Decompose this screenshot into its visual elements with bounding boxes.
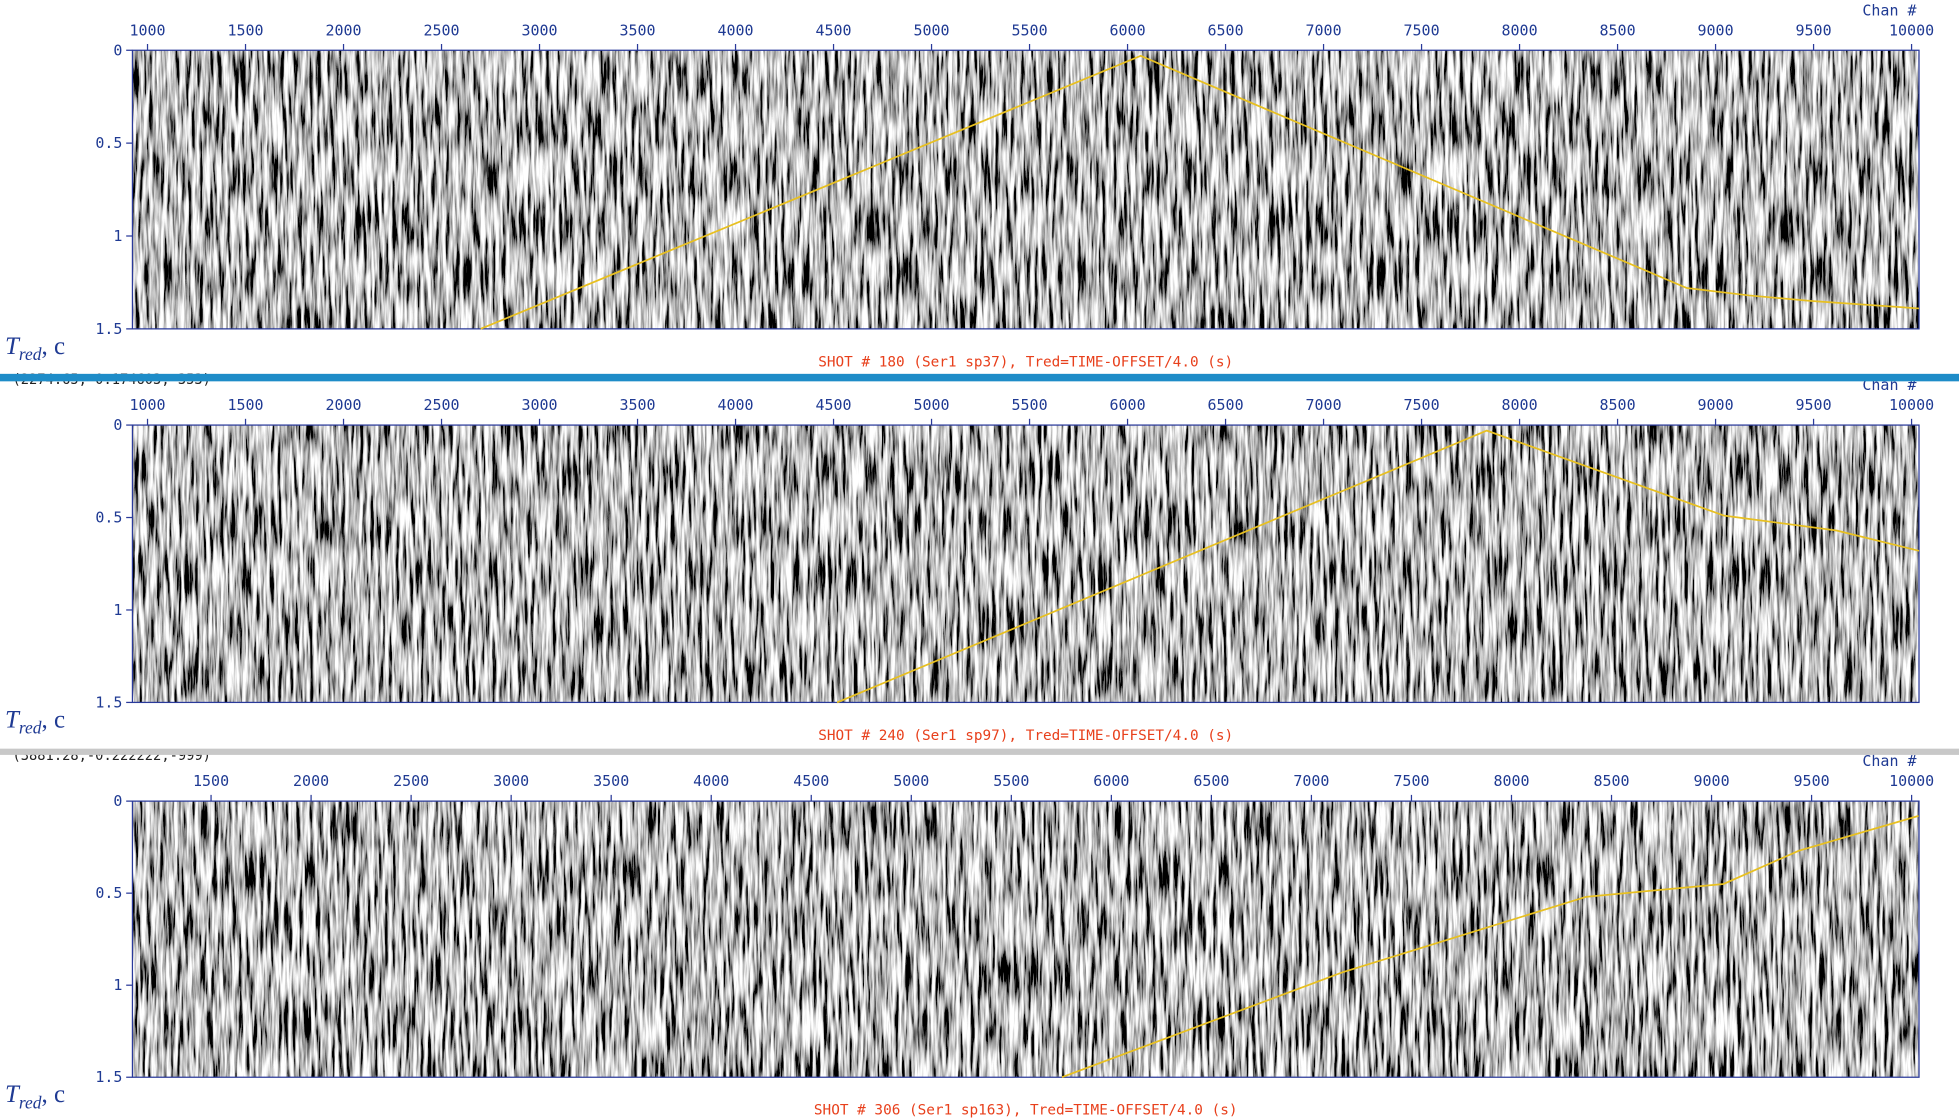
y-label-symbol: T — [5, 706, 21, 733]
x-axis-label: Chan # — [1862, 1, 1916, 19]
y-label-symbol: T — [5, 333, 21, 360]
x-tick-label: 2000 — [293, 772, 329, 790]
x-tick-label: 7000 — [1306, 21, 1342, 39]
x-tick-label: 4000 — [717, 21, 753, 39]
x-tick-label: 5000 — [913, 21, 949, 39]
x-tick-label: 3000 — [521, 396, 557, 414]
x-tick-label: 8500 — [1593, 772, 1629, 790]
y-tick-label: 0 — [113, 792, 122, 810]
first-break-line — [480, 54, 1920, 330]
y-tick-label: 1.5 — [95, 1068, 122, 1086]
first-break-line — [836, 429, 1920, 704]
x-tick-label: 8500 — [1600, 21, 1636, 39]
x-tick-label: 3000 — [521, 21, 557, 39]
x-tick-label: 8000 — [1502, 396, 1538, 414]
x-tick-label: 2500 — [423, 21, 459, 39]
x-tick-label: 1500 — [227, 21, 263, 39]
x-tick-label: 7000 — [1293, 772, 1329, 790]
x-tick-label: 4500 — [815, 21, 851, 39]
y-label-subscript: red — [19, 1092, 42, 1112]
chart-title: SHOT # 240 (Ser1 sp97), Tred=TIME-OFFSET… — [818, 728, 1233, 744]
x-tick-label: 7500 — [1404, 396, 1440, 414]
x-tick-label: 3500 — [619, 396, 655, 414]
x-tick-label: 5500 — [1012, 396, 1048, 414]
y-tick-label: 0 — [113, 41, 122, 59]
x-tick-label: 2000 — [325, 21, 361, 39]
x-tick-label: 9000 — [1698, 396, 1734, 414]
x-tick-label: 2000 — [325, 396, 361, 414]
x-tick-label: 10000 — [1889, 396, 1934, 414]
y-tick-label: 0 — [113, 416, 122, 434]
y-label-subscript: red — [19, 344, 42, 364]
x-tick-label: 6000 — [1093, 772, 1129, 790]
x-tick-label: 4500 — [815, 396, 851, 414]
x-tick-label: 7500 — [1404, 21, 1440, 39]
x-tick-label: 1000 — [129, 21, 165, 39]
y-axis-label: Tred, c — [5, 1081, 65, 1112]
separator — [0, 373, 1959, 382]
x-tick-label: 3500 — [619, 21, 655, 39]
chart-title: SHOT # 180 (Ser1 sp37), Tred=TIME-OFFSET… — [818, 354, 1233, 370]
y-axis-label: Tred, c — [5, 706, 65, 737]
y-tick-label: 1 — [113, 227, 122, 245]
separator — [0, 748, 1959, 755]
y-tick-label: 0.5 — [95, 134, 122, 152]
first-break-line — [1061, 815, 1919, 1079]
x-tick-label: 6500 — [1208, 396, 1244, 414]
x-tick-label: 1500 — [193, 772, 229, 790]
y-label-unit: , c — [42, 706, 66, 733]
x-tick-label: 2500 — [393, 772, 429, 790]
x-tick-label: 4000 — [693, 772, 729, 790]
plot-frame — [131, 49, 1920, 330]
x-tick-label: 5000 — [913, 396, 949, 414]
x-tick-label: 10000 — [1889, 772, 1934, 790]
plot-frame — [131, 424, 1920, 704]
y-tick-label: 1 — [113, 976, 122, 994]
x-tick-label: 9500 — [1794, 772, 1830, 790]
y-label-unit: , c — [42, 1081, 66, 1108]
y-label-subscript: red — [19, 718, 42, 738]
y-tick-label: 1 — [113, 601, 122, 619]
x-tick-label: 9000 — [1698, 21, 1734, 39]
x-tick-label: 5500 — [993, 772, 1029, 790]
y-tick-label: 1.5 — [95, 320, 122, 338]
x-tick-label: 7500 — [1393, 772, 1429, 790]
y-label-unit: , c — [42, 333, 66, 360]
x-tick-label: 6500 — [1193, 772, 1229, 790]
y-tick-label: 0.5 — [95, 884, 122, 902]
x-tick-label: 7000 — [1306, 396, 1342, 414]
x-tick-label: 4000 — [717, 396, 753, 414]
y-axis-label: Tred, c — [5, 333, 65, 364]
x-tick-label: 1500 — [227, 396, 263, 414]
x-tick-label: 8000 — [1493, 772, 1529, 790]
x-tick-label: 9500 — [1796, 21, 1832, 39]
x-tick-label: 3000 — [493, 772, 529, 790]
chart-title: SHOT # 306 (Ser1 sp163), Tred=TIME-OFFSE… — [814, 1103, 1238, 1119]
x-tick-label: 9500 — [1796, 396, 1832, 414]
x-tick-label: 5500 — [1012, 21, 1048, 39]
x-tick-label: 3500 — [593, 772, 629, 790]
y-tick-label: 0.5 — [95, 509, 122, 527]
x-axis-label: Chan # — [1862, 752, 1916, 770]
seismic-traces — [132, 801, 1920, 1078]
x-tick-label: 6500 — [1208, 21, 1244, 39]
plot-frame — [131, 800, 1920, 1078]
x-tick-label: 6000 — [1110, 396, 1146, 414]
x-tick-label: 9000 — [1694, 772, 1730, 790]
x-tick-label: 10000 — [1889, 21, 1934, 39]
y-label-symbol: T — [5, 1081, 21, 1108]
x-tick-label: 1000 — [129, 396, 165, 414]
y-tick-label: 1.5 — [95, 693, 122, 711]
x-tick-label: 5000 — [893, 772, 929, 790]
seismic-traces — [132, 425, 1920, 703]
seismic-traces — [132, 50, 1920, 329]
x-tick-label: 8000 — [1502, 21, 1538, 39]
x-tick-label: 6000 — [1110, 21, 1146, 39]
x-tick-label: 8500 — [1600, 396, 1636, 414]
x-tick-label: 4500 — [793, 772, 829, 790]
x-tick-label: 2500 — [423, 396, 459, 414]
